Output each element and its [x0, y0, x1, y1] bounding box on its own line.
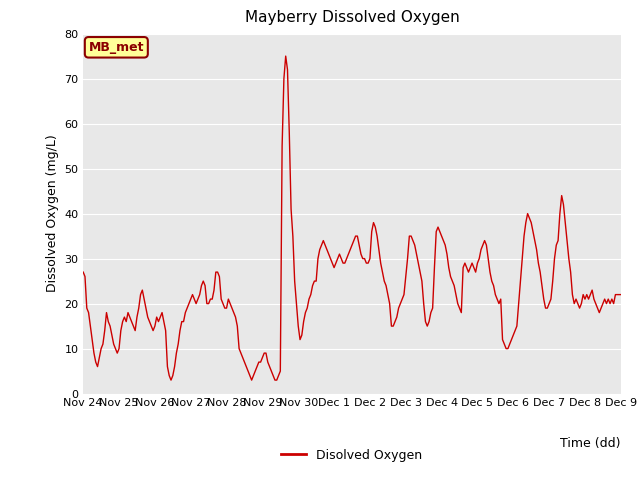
Title: Mayberry Dissolved Oxygen: Mayberry Dissolved Oxygen [244, 11, 460, 25]
Y-axis label: Dissolved Oxygen (mg/L): Dissolved Oxygen (mg/L) [45, 135, 59, 292]
Legend: Disolved Oxygen: Disolved Oxygen [276, 444, 428, 467]
Text: MB_met: MB_met [88, 41, 144, 54]
Text: Time (dd): Time (dd) [560, 437, 621, 450]
